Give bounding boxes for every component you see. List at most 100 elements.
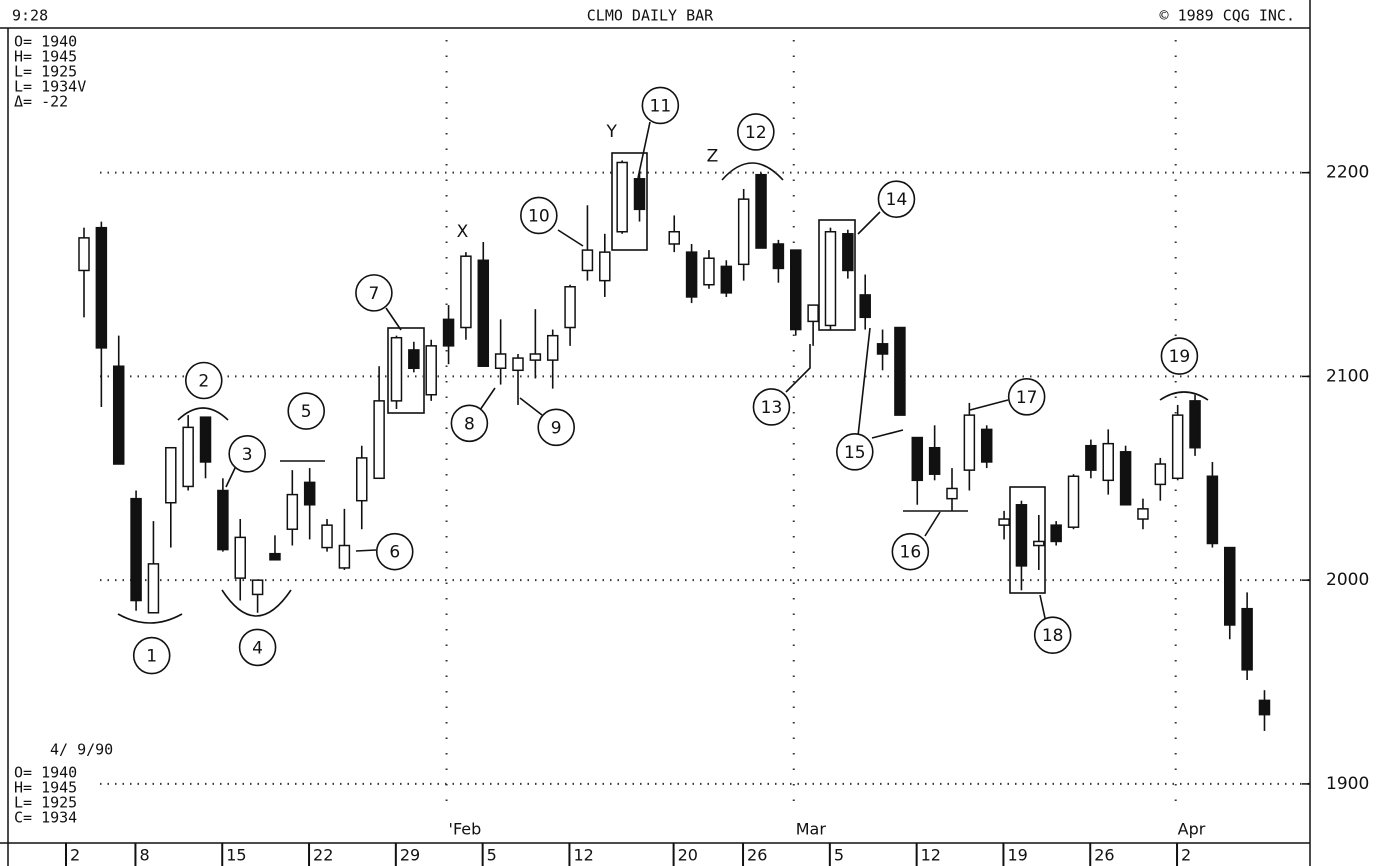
candle-body: [1137, 508, 1149, 520]
candle-body: [286, 493, 299, 530]
arrow: [519, 397, 543, 416]
time: 9:28: [12, 7, 48, 25]
x-tick-label: 2: [70, 846, 80, 865]
candle-body: [251, 579, 264, 596]
candle-body: [356, 457, 368, 502]
arrow: [785, 344, 811, 393]
candle-body: [1050, 524, 1062, 543]
candle-body: [703, 257, 715, 286]
candle-body: [338, 544, 351, 569]
candle-body: [390, 336, 403, 402]
arc: [177, 407, 229, 421]
candle-body: [755, 173, 767, 249]
candle-body: [928, 446, 941, 475]
y-tick-label: 1900: [1326, 774, 1369, 794]
x-tick-label: 5: [834, 846, 844, 865]
candle-body: [494, 353, 507, 370]
candle-body: [564, 286, 576, 329]
pattern-letter: Z: [707, 146, 719, 166]
candle-body: [477, 259, 490, 367]
arrow: [355, 549, 377, 552]
arrow: [637, 121, 651, 179]
x-tick-label: 8: [139, 846, 149, 865]
candle-body: [1102, 442, 1114, 482]
candle-body: [946, 487, 958, 500]
candle-body: [408, 349, 420, 370]
annotation-circle: [737, 113, 775, 151]
candle-body: [425, 345, 437, 396]
annotation-circle: [877, 180, 916, 218]
candle-body: [460, 255, 472, 329]
candle-body: [1033, 540, 1045, 547]
pattern-letter: Y: [606, 122, 618, 142]
candle-body: [876, 343, 889, 355]
candle-body: [442, 318, 455, 347]
chart-title: CLMO DAILY BAR: [587, 7, 714, 25]
annotation-circle: [228, 435, 266, 473]
candle-body: [1241, 607, 1253, 671]
arrow: [871, 429, 904, 439]
candle-body: [1067, 475, 1080, 528]
arc: [221, 589, 292, 617]
x-tick-label: 22: [313, 846, 333, 865]
annotation-circle: [450, 404, 489, 443]
arrow: [857, 211, 881, 235]
candle-body: [199, 416, 212, 463]
decorations: [117, 121, 1209, 624]
annotation-label: 5: [301, 402, 312, 422]
x-tick-label: 12: [921, 846, 941, 865]
annotation-circle: [375, 532, 414, 571]
annotation-circle: [891, 532, 930, 571]
arc: [117, 613, 183, 624]
arrow: [385, 307, 402, 331]
annotation-circle: [1033, 616, 1072, 654]
candle-body: [911, 436, 924, 482]
annotation-label: 15: [844, 443, 866, 463]
candle-body: [78, 237, 90, 272]
box: [387, 327, 425, 414]
y-tick-label: 2100: [1326, 366, 1369, 386]
annotation-circle: [752, 388, 791, 426]
candle-body: [147, 563, 160, 614]
x-tick-label: 26: [1094, 846, 1114, 865]
candle-body: [112, 365, 125, 465]
candle-body: [980, 428, 993, 463]
candle-body: [234, 536, 246, 579]
info-line: H= 1945: [14, 779, 77, 797]
x-tick-label: 19: [1007, 846, 1027, 865]
candle-body: [807, 304, 819, 323]
annotation-label: 18: [1042, 626, 1064, 646]
annotation-circle: [835, 432, 874, 471]
annotation-label: 2: [198, 371, 209, 391]
candle-body: [546, 334, 559, 361]
annotation-label: 12: [745, 123, 767, 143]
candle-body: [217, 489, 229, 551]
arrow: [225, 465, 237, 488]
candle-body: [321, 524, 333, 549]
annotation-circle: [238, 628, 277, 667]
candle-body: [772, 243, 785, 270]
candle-body: [130, 497, 142, 602]
info-line: L= 1925: [14, 794, 77, 812]
annotation-label: 17: [1016, 388, 1038, 408]
box: [611, 152, 648, 251]
candle-body: [998, 518, 1010, 526]
annotation-label: 16: [900, 543, 922, 563]
annotation-label: 4: [252, 638, 263, 658]
info-line: C= 1934: [14, 809, 77, 827]
x-tick-label: 20: [678, 846, 698, 865]
candle-body: [790, 249, 802, 331]
candle-body: [824, 231, 837, 327]
annotation-label: 14: [886, 190, 908, 210]
annotation-label: 11: [650, 96, 672, 116]
candle-body: [668, 231, 680, 245]
candle-body: [1015, 504, 1028, 567]
month-label: Apr: [1178, 820, 1206, 839]
candle-body: [373, 400, 385, 480]
x-tick-label: 15: [226, 846, 246, 865]
y-tick-label: 2000: [1326, 570, 1369, 590]
candle-body: [859, 294, 871, 319]
candle-body: [269, 552, 281, 561]
